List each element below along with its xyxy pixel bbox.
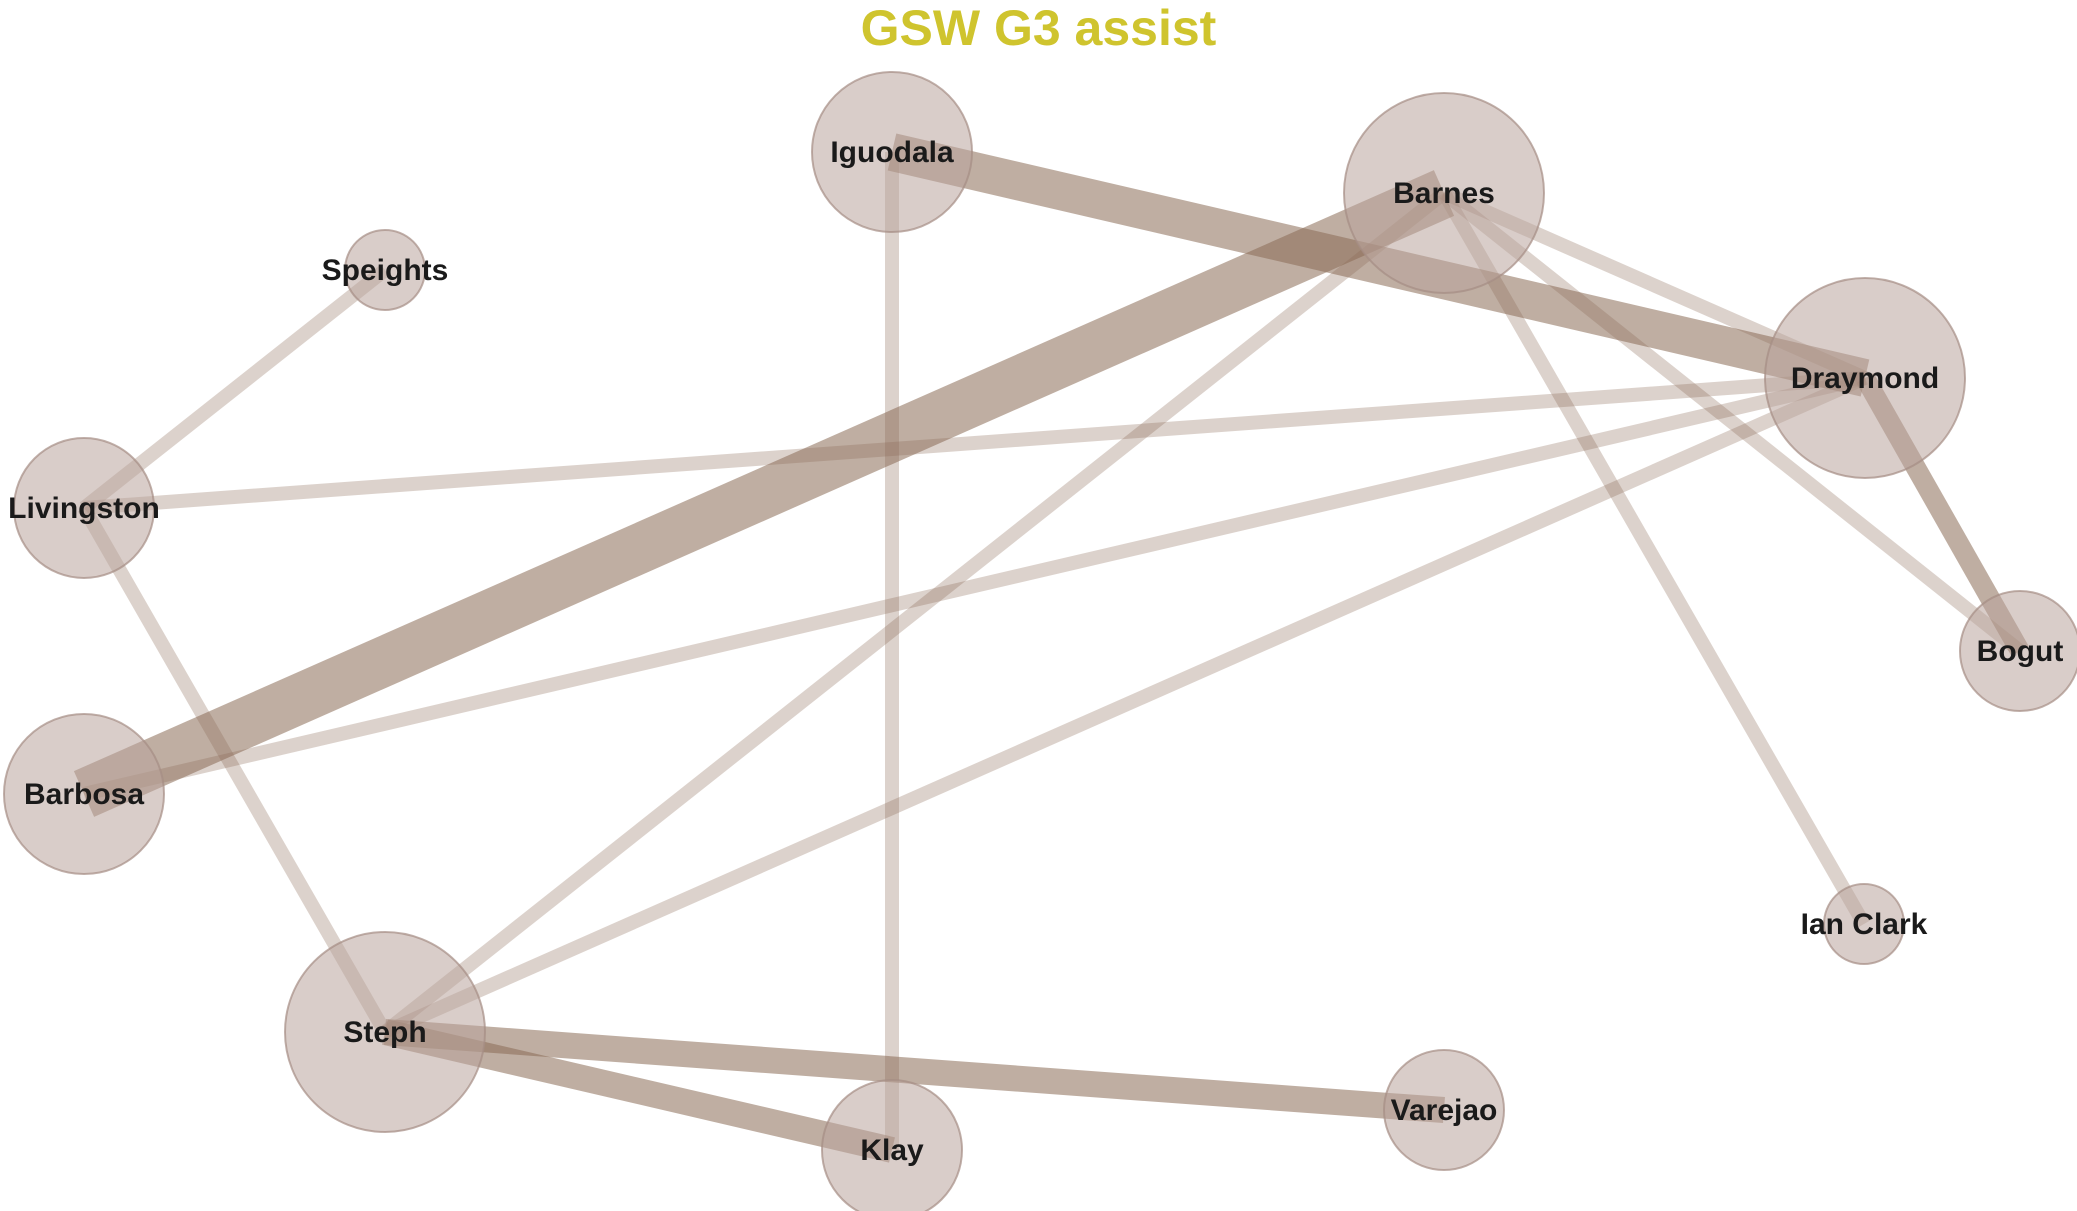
edge-steph-varejao (384, 1019, 1445, 1123)
node-ianclark[interactable] (1823, 883, 1905, 965)
node-livingston[interactable] (13, 437, 155, 579)
nodes-layer (3, 71, 2077, 1211)
node-klay[interactable] (821, 1079, 963, 1211)
node-label-draymond: Draymond (1791, 362, 1939, 395)
edge-draymond-steph (382, 371, 1868, 1039)
node-label-bogut: Bogut (1977, 635, 2064, 668)
edges-layer (73, 133, 2029, 1163)
node-barnes[interactable] (1343, 92, 1545, 294)
graph-title: GSW G3 assist (860, 0, 1217, 56)
node-bogut[interactable] (1959, 590, 2077, 712)
labels-layer: Iguodala Barnes Speights Draymond Livingston… (8, 136, 2063, 1167)
node-label-ianclark: Ian Clark (1801, 908, 1928, 941)
node-barbosa[interactable] (3, 713, 165, 875)
node-varejao[interactable] (1383, 1049, 1505, 1171)
node-label-iguodala: Iguodala (830, 136, 954, 169)
node-label-steph: Steph (343, 1016, 426, 1049)
edge-barnes-ianclark (1437, 189, 1871, 928)
edge-barbosa-barnes (73, 170, 1455, 817)
node-speights[interactable] (344, 229, 426, 311)
node-draymond[interactable] (1764, 277, 1966, 479)
node-label-varejao: Varejao (1391, 1094, 1498, 1127)
node-steph[interactable] (284, 931, 486, 1133)
node-label-barbosa: Barbosa (24, 778, 144, 811)
edge-barbosa-draymond (82, 371, 1867, 801)
node-label-livingston: Livingston (8, 492, 160, 525)
node-label-barnes: Barnes (1393, 177, 1495, 210)
edge-livingston-draymond (83, 371, 1866, 515)
node-iguodala[interactable] (811, 71, 973, 233)
node-label-klay: Klay (860, 1134, 924, 1167)
edge-barnes-bogut (1439, 187, 2025, 657)
edge-barnes-steph (380, 187, 1449, 1038)
node-label-speights: Speights (322, 254, 449, 287)
